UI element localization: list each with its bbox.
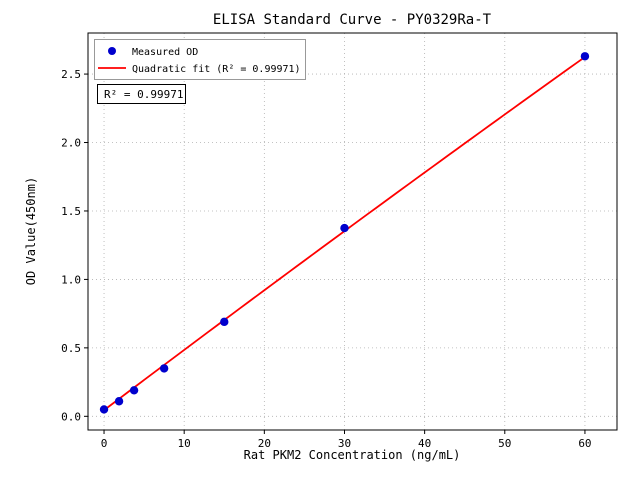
x-tick-label: 20: [258, 437, 271, 450]
x-tick-label: 50: [498, 437, 511, 450]
y-axis-label: OD Value(450nm): [24, 177, 38, 285]
x-tick-label: 30: [338, 437, 351, 450]
x-tick-label: 10: [178, 437, 191, 450]
x-tick-label: 40: [418, 437, 431, 450]
y-tick-label: 2.5: [61, 68, 81, 81]
x-tick-label: 60: [578, 437, 591, 450]
data-point: [220, 317, 229, 327]
data-point: [114, 397, 124, 406]
x-axis-label: Rat PKM2 Concentration (ng/mL): [244, 448, 461, 462]
data-point: [580, 52, 590, 61]
data-point: [99, 405, 109, 414]
data-point: [340, 223, 349, 233]
legend-marker-measured-od-icon: [108, 47, 116, 55]
data-series: [99, 52, 590, 414]
x-tick-label: 0: [101, 437, 108, 450]
annotation-box: [97, 84, 186, 104]
y-tick-label: 2.0: [61, 137, 81, 150]
axis-ticks: 0 10 20 30 40 50 60 0.0 0.5 1.0 1.5 2.0 2.5: [61, 68, 591, 450]
legend-box: [94, 39, 306, 80]
data-point: [129, 386, 139, 395]
y-tick-label: 0.0: [61, 410, 81, 423]
data-point: [159, 364, 169, 373]
grid-lines: [88, 33, 617, 430]
y-tick-label: 0.5: [61, 342, 81, 355]
legend: Measured OD Quadratic fit (R² = 0.99971): [94, 39, 306, 80]
r-squared-annotation: R² = 0.99971: [97, 84, 186, 104]
annotation-text: R² = 0.99971: [104, 88, 183, 101]
legend-label-measured-od: Measured OD: [132, 47, 198, 58]
plot-border: [87, 32, 618, 431]
chart-title: ELISA Standard Curve - PY0329Ra-T: [213, 12, 492, 28]
legend-label-quadratic-fit: Quadratic fit (R² = 0.99971): [132, 64, 301, 75]
y-tick-label: 1.5: [61, 205, 81, 218]
y-tick-label: 1.0: [61, 273, 81, 286]
